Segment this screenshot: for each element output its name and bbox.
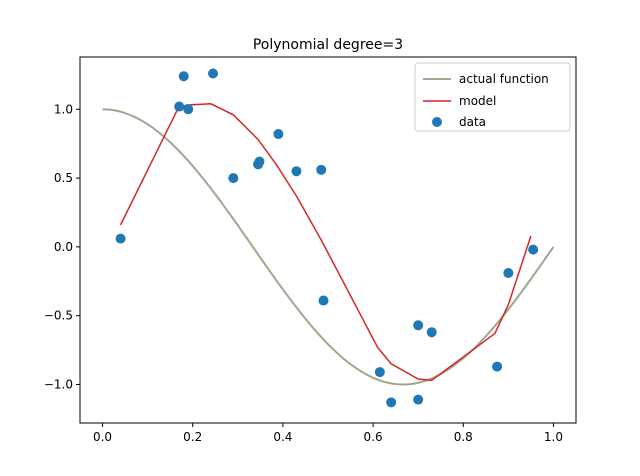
plot-area [102,68,555,408]
data-point [318,295,329,306]
x-tick-label: 0.8 [454,430,473,444]
legend: actual function model data [414,62,571,132]
x-tick-label: 0.4 [273,430,292,444]
data-point [174,101,185,112]
x-tick-label: 1.0 [544,430,563,444]
series-actual-function-line [102,108,555,386]
data-point [503,268,514,279]
data-point [183,104,194,115]
data-point [426,327,437,338]
legend-label-actual-function: actual function [459,72,549,86]
y-tick-label: 1.0 [54,102,73,116]
data-point [273,129,284,140]
legend-swatch-data [432,117,442,127]
data-point [228,173,239,184]
data-point [291,166,302,177]
y-tick-label: −1.0 [44,377,73,391]
y-tick-label: 0.5 [54,171,73,185]
axes-frame [79,56,577,424]
y-axis: −1.0 −0.5 0.0 0.5 1.0 [44,102,80,391]
x-tick-label: 0.6 [364,430,383,444]
data-point [374,367,385,378]
x-axis: 0.0 0.2 0.4 0.6 0.8 1.0 [93,423,563,444]
data-point [492,361,503,372]
data-point [386,397,397,408]
data-point [528,244,539,255]
data-point [413,320,424,331]
data-point [316,164,327,175]
data-point [413,394,424,405]
data-point [115,233,126,244]
legend-label-model: model [459,94,496,108]
legend-label-data: data [459,115,486,129]
x-tick-label: 0.0 [93,430,112,444]
y-tick-label: 0.0 [54,240,73,254]
series-model-line [119,103,532,382]
y-tick-label: −0.5 [44,309,73,323]
x-tick-label: 0.2 [183,430,202,444]
data-point [178,71,189,82]
data-point [254,156,265,167]
legend-box [414,62,571,132]
chart-title: Polynomial degree=3 [253,37,403,53]
data-point [208,68,219,79]
